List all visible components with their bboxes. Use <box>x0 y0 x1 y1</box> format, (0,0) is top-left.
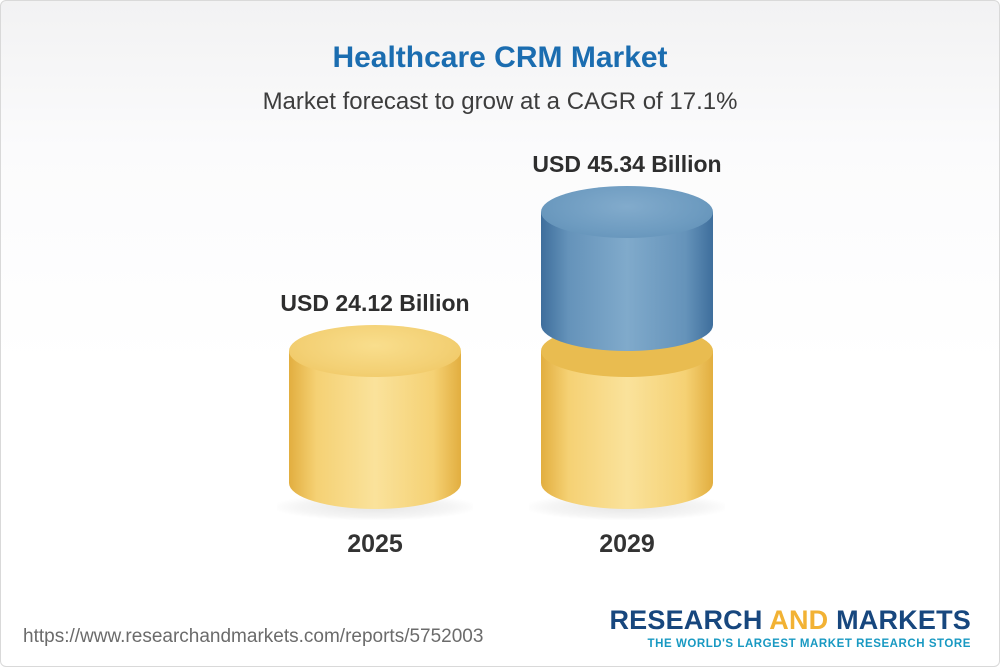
bar-2029-cylinder-cap <box>541 186 713 239</box>
bar-2025-cylinder-body <box>289 351 461 509</box>
chart-title: Healthcare CRM Market <box>332 41 668 74</box>
logo-tagline: THE WORLD'S LARGEST MARKET RESEARCH STOR… <box>647 638 971 650</box>
logo-word-and: AND <box>769 605 829 635</box>
research-and-markets-logo: RESEARCH AND MARKETS THE WORLD'S LARGEST… <box>609 605 971 650</box>
bar-2025-value-label: USD 24.12 Billion <box>280 290 470 317</box>
report-url-link[interactable]: https://www.researchandmarkets.com/repor… <box>23 626 484 647</box>
bar-2029-base-segment <box>541 351 713 509</box>
bar-2025-category-label: 2025 <box>347 530 403 558</box>
bar-2029-category-label: 2029 <box>599 530 655 558</box>
bar-2025: USD 24.12 Billion 2025 <box>277 79 473 558</box>
logo-word-markets: MARKETS <box>836 605 971 635</box>
bar-2025-cylinder-cap <box>289 325 461 378</box>
logo-wordmark: RESEARCH AND MARKETS <box>609 605 971 636</box>
bar-2029: USD 45.34 Billion 2029 <box>529 79 725 558</box>
bar-2029-value-label: USD 45.34 Billion <box>532 151 722 178</box>
logo-word-research: RESEARCH <box>609 605 763 635</box>
chart-subtitle: Market forecast to grow at a CAGR of 17.… <box>262 88 738 115</box>
